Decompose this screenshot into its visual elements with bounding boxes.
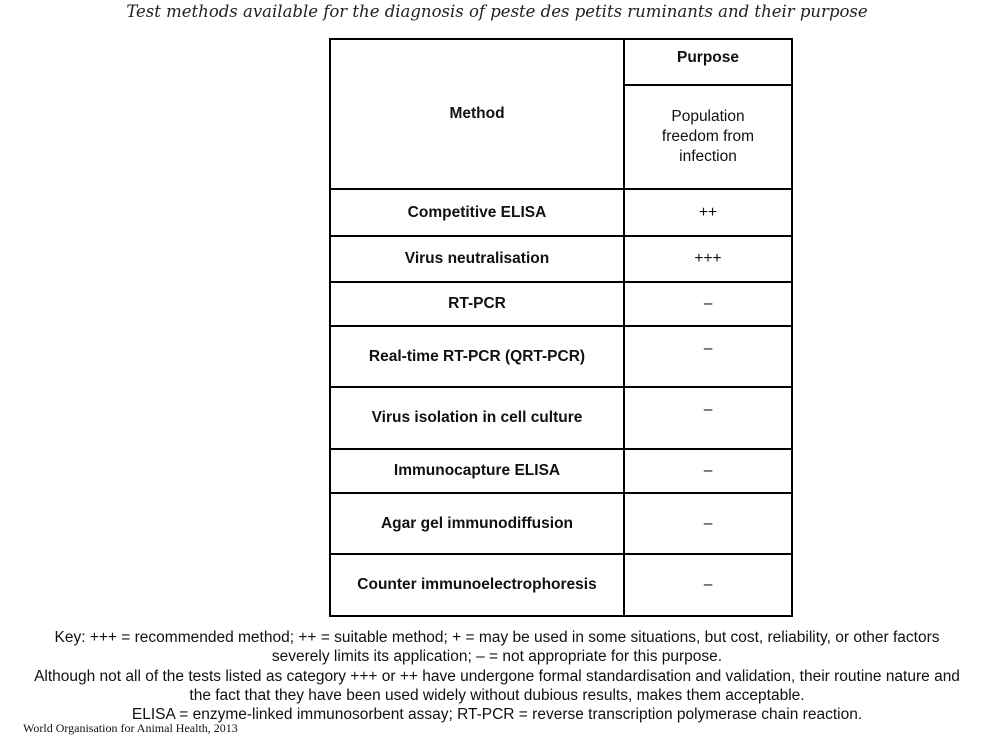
method-cell: Virus neutralisation [329,235,625,283]
purpose-header: Purpose [623,38,793,86]
diagnostic-methods-table: Method Purpose Population freedom from i… [329,38,793,617]
abbreviations-note: ELISA = enzyme-linked immunosorbent assa… [131,706,863,724]
purpose-value-cell: +++ [623,235,793,283]
copyright-footer: World Organisation for Animal Health, 20… [23,721,238,735]
purpose-value-cell: – [623,553,793,617]
method-cell: Counter immunoelectrophoresis [329,553,625,617]
method-cell: Agar gel immunodiffusion [329,492,625,555]
table-row: Virus isolation in cell culture – [329,386,793,450]
purpose-column-header: Population freedom from infection [623,84,793,190]
method-cell: Immunocapture ELISA [329,448,625,494]
purpose-value-cell: – [623,492,793,555]
table-notes: Key: +++ = recommended method; ++ = suit… [0,628,994,724]
purpose-value-cell: ++ [623,188,793,237]
table-row: Virus neutralisation +++ [329,235,793,283]
purpose-value-cell: – [623,281,793,327]
table-row: Counter immunoelectrophoresis – [329,553,793,617]
validation-note: Although not all of the tests listed as … [34,667,960,704]
purpose-value-cell: – [623,448,793,494]
method-cell: Real-time RT-PCR (QRT-PCR) [329,325,625,388]
method-cell: Competitive ELISA [329,188,625,237]
table-row: Immunocapture ELISA – [329,448,793,494]
table-row: Competitive ELISA ++ [329,188,793,237]
method-cell: Virus isolation in cell culture [329,386,625,450]
table-row: RT-PCR – [329,281,793,327]
key-note: Key: +++ = recommended method; ++ = suit… [54,629,940,666]
method-header: Method [329,38,625,190]
table-row: Real-time RT-PCR (QRT-PCR) – [329,325,793,388]
table-row: Agar gel immunodiffusion – [329,492,793,555]
method-cell: RT-PCR [329,281,625,327]
table-caption: Test methods available for the diagnosis… [126,2,868,21]
purpose-value-cell: – [623,325,793,388]
purpose-value-cell: – [623,386,793,450]
